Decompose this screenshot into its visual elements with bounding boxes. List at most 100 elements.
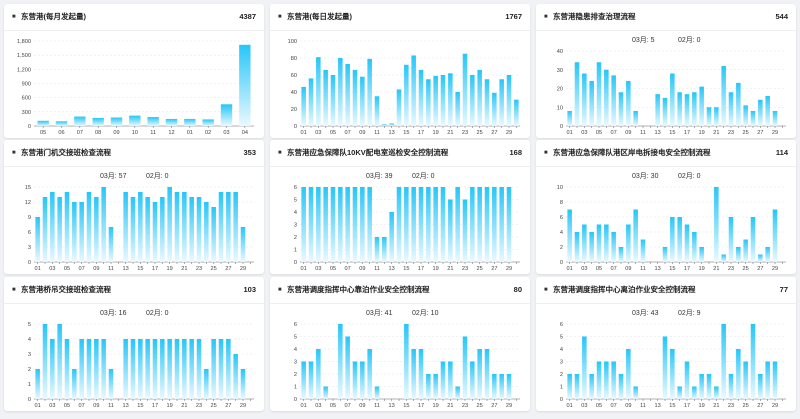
bar[interactable] [506,75,512,126]
bar[interactable] [706,107,712,126]
bar[interactable] [758,374,763,399]
bar[interactable] [714,187,719,262]
bar[interactable] [94,339,99,399]
bar[interactable] [567,111,572,126]
bar[interactable] [152,339,158,399]
bar[interactable] [196,197,202,262]
bar[interactable] [448,361,453,400]
bar[interactable] [440,361,446,400]
bar[interactable] [633,209,638,263]
bar[interactable] [411,55,416,127]
bar[interactable] [477,187,482,262]
bar[interactable] [182,192,187,262]
bar[interactable] [411,349,416,399]
bar[interactable] [626,224,631,263]
bar[interactable] [506,374,512,399]
bar[interactable] [721,254,726,263]
bar[interactable] [699,86,704,127]
bar[interactable] [448,199,453,263]
bar[interactable] [477,349,482,399]
bar[interactable] [360,76,365,126]
bar[interactable] [662,97,668,127]
bar[interactable] [721,66,726,126]
bar[interactable] [338,324,343,399]
bar[interactable] [42,197,48,262]
bar[interactable] [404,187,409,262]
bar[interactable] [574,232,580,262]
bar[interactable] [462,199,468,263]
bar[interactable] [455,187,460,262]
bar[interactable] [699,374,704,399]
bar[interactable] [440,75,446,126]
bar[interactable] [611,232,616,262]
bar[interactable] [567,209,572,263]
bar[interactable] [728,92,734,126]
bar[interactable] [684,224,690,263]
bar[interactable] [618,247,624,262]
bar[interactable] [743,105,748,127]
bar[interactable] [677,92,682,126]
bar[interactable] [404,324,409,399]
bar[interactable] [692,232,697,262]
bar[interactable] [182,339,187,399]
bar[interactable] [226,339,231,399]
bar[interactable] [765,247,770,262]
bar[interactable] [330,75,336,126]
bar[interactable] [492,92,497,126]
bar[interactable] [50,339,55,399]
bar[interactable] [626,349,631,399]
bar[interactable] [374,237,380,262]
bar[interactable] [596,224,602,263]
bar[interactable] [72,369,77,399]
bar[interactable] [633,386,638,400]
bar[interactable] [152,202,158,262]
bar[interactable] [389,212,394,262]
bar[interactable] [374,386,380,400]
bar[interactable] [633,111,638,126]
bar[interactable] [352,69,358,126]
bar[interactable] [714,386,719,400]
bar[interactable] [758,99,763,126]
bar[interactable] [301,86,306,126]
bar[interactable] [233,354,238,399]
bar[interactable] [499,374,504,399]
bar[interactable] [426,79,431,126]
bar[interactable] [750,324,756,399]
bar[interactable] [426,187,431,262]
bar[interactable] [772,209,778,263]
bar[interactable] [484,187,490,262]
bar[interactable] [345,336,350,400]
bar[interactable] [604,361,609,400]
bar[interactable] [360,187,365,262]
bar[interactable] [189,339,194,399]
bar[interactable] [426,374,431,399]
bar[interactable] [582,224,587,263]
bar[interactable] [772,111,778,126]
bar[interactable] [589,374,594,399]
bar[interactable] [736,82,741,127]
bar[interactable] [145,339,150,399]
bar[interactable] [316,187,321,262]
bar[interactable] [218,339,224,399]
bar[interactable] [728,217,734,262]
bar[interactable] [240,227,246,262]
bar[interactable] [470,361,475,400]
bar[interactable] [352,187,358,262]
bar[interactable] [567,374,572,399]
bar[interactable] [345,187,350,262]
bar[interactable] [492,374,497,399]
bar[interactable] [396,89,402,126]
bar[interactable] [160,339,165,399]
bar[interactable] [433,187,438,262]
bar[interactable] [145,197,150,262]
bar[interactable] [736,247,741,262]
bar[interactable] [204,202,209,262]
bar[interactable] [74,116,86,126]
bar[interactable] [499,187,504,262]
bar[interactable] [699,247,704,262]
bar[interactable] [772,361,778,400]
bar[interactable] [574,62,580,126]
bar[interactable] [582,336,587,400]
bar[interactable] [160,197,165,262]
bar[interactable] [130,339,136,399]
